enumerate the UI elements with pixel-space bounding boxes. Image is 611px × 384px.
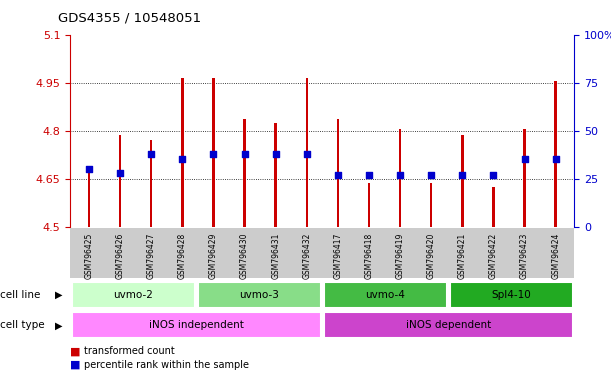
Text: GSM796432: GSM796432	[302, 232, 311, 279]
Text: percentile rank within the sample: percentile rank within the sample	[84, 360, 249, 370]
Bar	[88, 172, 90, 227]
Point	[302, 151, 312, 157]
Text: Spl4-10: Spl4-10	[491, 290, 531, 300]
Bar	[274, 122, 277, 227]
Text: GSM796420: GSM796420	[426, 232, 436, 279]
Text: uvmo-2: uvmo-2	[113, 290, 153, 300]
Text: iNOS dependent: iNOS dependent	[406, 320, 491, 331]
Point	[551, 156, 560, 162]
Bar	[181, 78, 183, 227]
Text: GSM796428: GSM796428	[178, 232, 187, 279]
Point	[146, 151, 156, 157]
Point	[426, 172, 436, 178]
Text: ■: ■	[70, 360, 81, 370]
Point	[240, 151, 249, 157]
Text: GSM796422: GSM796422	[489, 232, 498, 279]
Bar	[450, 282, 573, 308]
Point	[489, 172, 499, 178]
Text: GSM796430: GSM796430	[240, 232, 249, 279]
Text: uvmo-3: uvmo-3	[240, 290, 279, 300]
Text: uvmo-4: uvmo-4	[365, 290, 405, 300]
Bar	[72, 282, 195, 308]
Bar	[554, 81, 557, 227]
Text: ■: ■	[70, 346, 81, 356]
Point	[364, 172, 374, 178]
Point	[208, 151, 218, 157]
Text: GSM796418: GSM796418	[365, 232, 373, 279]
Bar	[368, 184, 370, 227]
Point	[84, 166, 94, 172]
Text: GSM796423: GSM796423	[520, 232, 529, 279]
Point	[177, 156, 187, 162]
Bar	[324, 282, 447, 308]
Text: GSM796425: GSM796425	[84, 232, 93, 279]
Text: ▶: ▶	[55, 320, 62, 331]
Text: ▶: ▶	[55, 290, 62, 300]
Point	[458, 172, 467, 178]
Point	[395, 172, 405, 178]
Text: cell type: cell type	[0, 320, 45, 331]
Bar	[324, 313, 573, 338]
Bar	[306, 78, 308, 227]
Bar	[337, 119, 339, 227]
Bar	[399, 129, 401, 227]
Text: GSM796417: GSM796417	[334, 232, 342, 279]
Bar	[492, 187, 495, 227]
Text: cell line: cell line	[0, 290, 40, 300]
Bar	[430, 184, 433, 227]
Point	[115, 170, 125, 176]
Point	[520, 156, 530, 162]
Text: GDS4355 / 10548051: GDS4355 / 10548051	[58, 12, 201, 25]
Point	[271, 151, 280, 157]
Text: GSM796424: GSM796424	[551, 232, 560, 279]
Text: GSM796431: GSM796431	[271, 232, 280, 279]
Bar	[243, 119, 246, 227]
Bar	[461, 135, 464, 227]
Text: GSM796419: GSM796419	[395, 232, 404, 279]
Bar	[212, 78, 214, 227]
Bar	[523, 129, 526, 227]
Text: transformed count: transformed count	[84, 346, 175, 356]
Point	[333, 172, 343, 178]
Text: GSM796427: GSM796427	[147, 232, 156, 279]
Text: GSM796426: GSM796426	[115, 232, 125, 279]
Bar	[150, 140, 152, 227]
Bar	[72, 313, 321, 338]
Text: iNOS independent: iNOS independent	[149, 320, 244, 331]
Bar	[119, 135, 122, 227]
Text: GSM796421: GSM796421	[458, 232, 467, 279]
Text: GSM796429: GSM796429	[209, 232, 218, 279]
Bar	[198, 282, 321, 308]
